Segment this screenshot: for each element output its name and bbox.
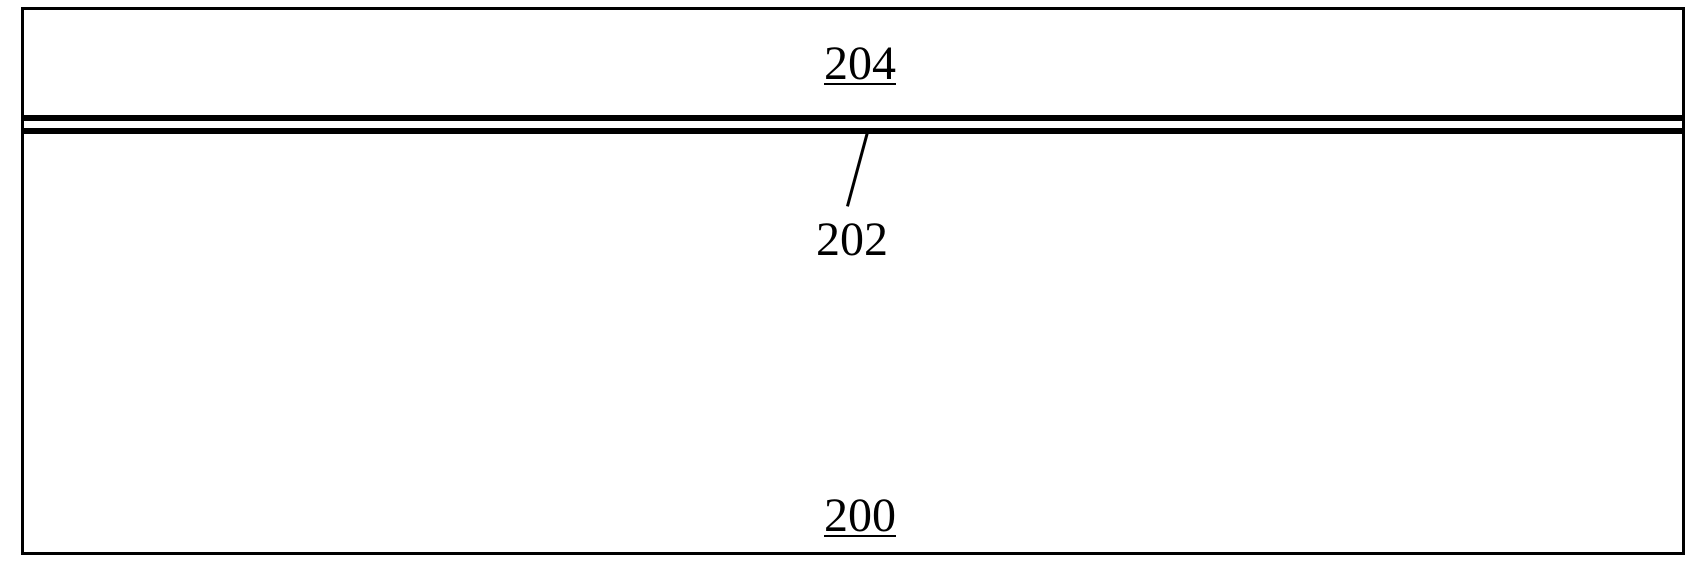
ref-label-200: 200 — [824, 492, 896, 540]
layer-thin — [21, 118, 1685, 131]
diagram-canvas: 204 202 200 — [0, 0, 1707, 562]
ref-label-204: 204 — [824, 40, 896, 88]
ref-label-202: 202 — [816, 216, 888, 264]
